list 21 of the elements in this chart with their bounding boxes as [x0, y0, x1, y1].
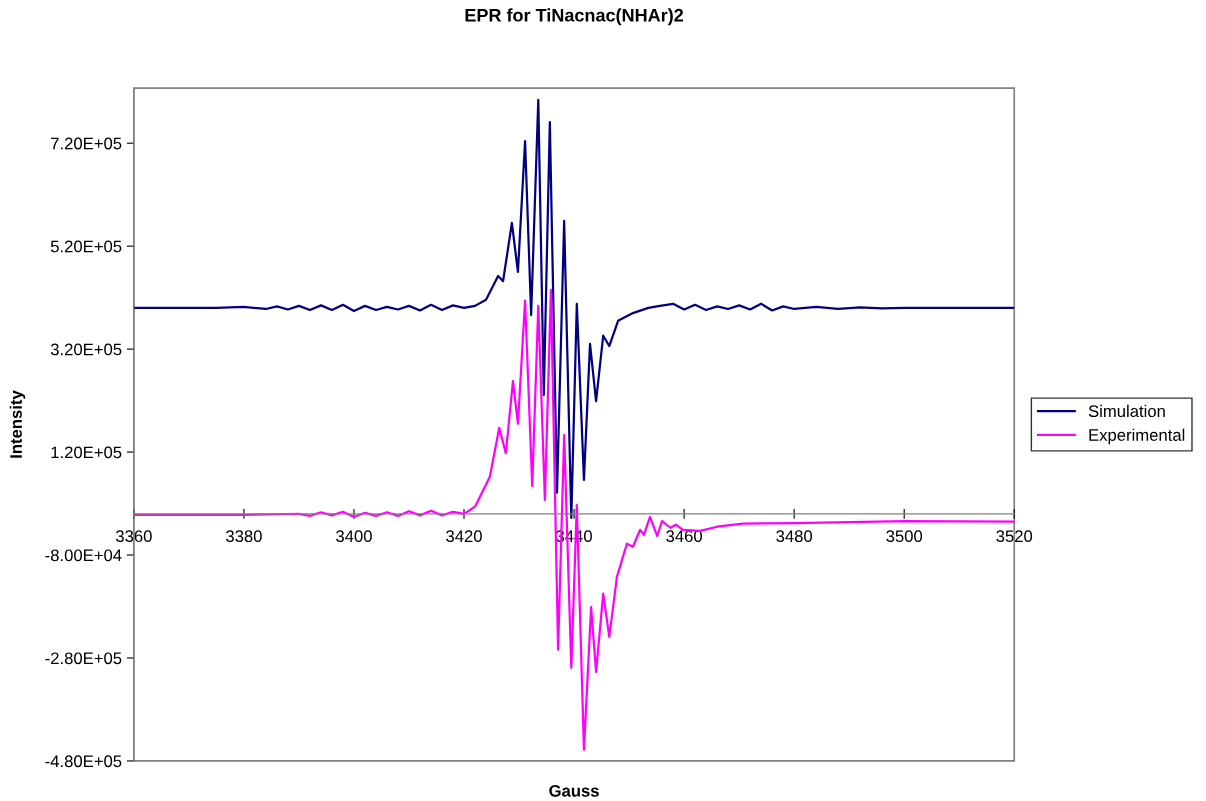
x-tick-label: 3360: [115, 530, 152, 543]
x-axis-title: Gauss: [549, 784, 599, 797]
x-tick-label: 3420: [446, 530, 482, 543]
y-tick-label: 7.20E+05: [51, 137, 122, 150]
x-tick-label: 3460: [666, 530, 702, 543]
y-tick-label: -2.80E+05: [45, 652, 122, 665]
x-tick-label: 3400: [336, 530, 372, 543]
y-tick-label: -8.00E+04: [45, 549, 122, 562]
legend-label: Simulation: [1088, 404, 1165, 418]
x-tick-label: 3480: [776, 530, 813, 543]
x-tick-label: 3500: [886, 530, 923, 543]
y-tick-label: -4.80E+05: [45, 755, 122, 768]
chart-title: EPR for TiNacnac(NHAr)2: [465, 8, 684, 26]
y-axis-title: Intensity: [9, 390, 26, 458]
y-tick-label: 5.20E+05: [50, 240, 122, 253]
legend-label: Experimental: [1089, 428, 1185, 445]
x-tick-label: 3520: [996, 530, 1033, 543]
x-tick-label: 3380: [226, 530, 262, 543]
y-tick-label: 3.20E+05: [50, 343, 122, 356]
line-series: [133, 98, 1015, 520]
y-tick-label: 1.20E+05: [51, 446, 122, 459]
